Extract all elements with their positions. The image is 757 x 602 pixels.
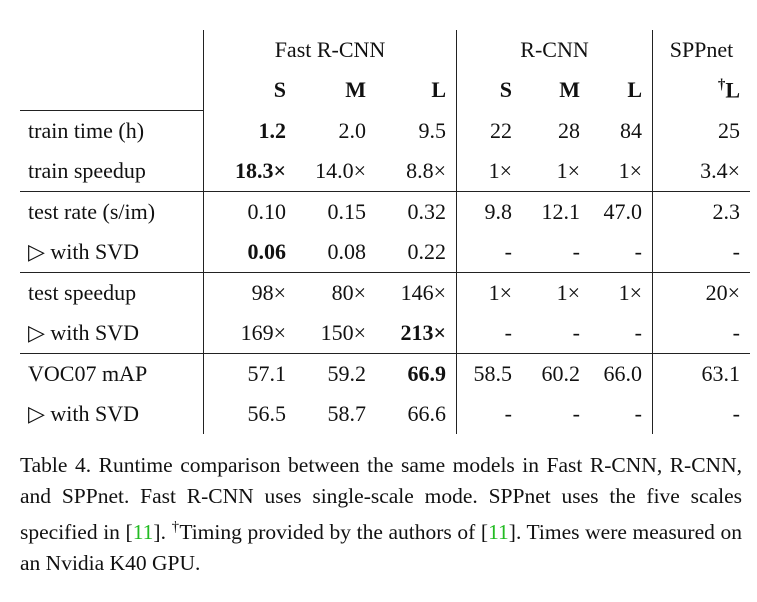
cell: 66.6 (376, 394, 457, 434)
citation[interactable]: 11 (488, 520, 509, 545)
cell: 25 (718, 117, 740, 143)
row-label: test speedup (20, 272, 204, 313)
table-row: train time (h) 1.2 2.0 9.5 22 28 84 25 (20, 110, 750, 151)
table-body: train time (h) 1.2 2.0 9.5 22 28 84 25 train spe… (20, 110, 750, 434)
cell: - (652, 313, 750, 354)
row-label: ▷ with SVD (20, 313, 204, 354)
cell: 1× (456, 151, 522, 192)
row-label: ▷ with SVD (20, 394, 204, 434)
cell: 169× (203, 313, 296, 354)
table-row: test rate (s/im) 0.10 0.15 0.32 9.8 12.1 47.0 2… (20, 191, 750, 232)
cell: 98× (251, 280, 286, 305)
cell: - (522, 313, 590, 354)
cell: 1× (590, 272, 653, 313)
subheader-label: L (725, 77, 740, 103)
runtime-table: Fast R-CNN R-CNN SPPnet S M L S M L †L t… (20, 30, 750, 434)
cell: 1× (522, 151, 590, 192)
cell: 57.1 (247, 361, 287, 386)
empty-corner (20, 30, 204, 70)
cell: 1× (590, 151, 653, 192)
cell: 0.10 (247, 199, 287, 224)
cell: 150× (296, 313, 376, 354)
cell: 213× (376, 313, 457, 354)
cell: - (590, 232, 653, 273)
table-row: test speedup 98× 80× 146× 1× 1× 1× 20× (20, 272, 750, 313)
subheader: M (559, 77, 580, 103)
cell: 3.4× (652, 151, 750, 192)
cell: - (732, 401, 740, 426)
cell: - (456, 232, 522, 273)
cell: 1× (488, 280, 512, 305)
cell: 80× (331, 280, 366, 305)
row-label: test rate (s/im) (20, 191, 204, 232)
cell: 0.32 (376, 191, 457, 232)
table-row: train speedup 18.3× 14.0× 8.8× 1× 1× 1× 3.4× (20, 151, 750, 192)
empty-corner (20, 70, 204, 111)
cell: 22 (490, 117, 512, 143)
cell: 18.3× (203, 151, 296, 192)
dagger: † (171, 519, 180, 535)
cell: 59.2 (327, 361, 367, 386)
cell: 1× (556, 280, 580, 305)
cell: 58.7 (327, 401, 367, 426)
cell: - (590, 313, 653, 354)
row-label: VOC07 mAP (20, 353, 204, 394)
caption-text: Table 4. Runtime comparison between the … (20, 453, 742, 545)
table-row: ▷ with SVD 169× 150× 213× - - - - (20, 313, 750, 354)
cell: 56.5 (247, 401, 287, 426)
cell: 58.5 (473, 361, 513, 386)
table-row: ▷ with SVD 0.06 0.08 0.22- - - - (20, 232, 750, 273)
cell: - (652, 232, 750, 273)
cell: - (572, 401, 580, 426)
cell: 0.06 (203, 232, 296, 273)
caption-text: Timing provided by the authors of [ (179, 520, 489, 545)
subheader: L (376, 70, 457, 111)
cell: 12.1 (541, 199, 581, 224)
cell: - (456, 313, 522, 354)
cell: 9.5 (376, 110, 457, 151)
group-header: SPPnet (669, 37, 734, 62)
cell: 0.22 (376, 232, 457, 273)
group-header: R-CNN (456, 30, 653, 70)
row-label: train speedup (20, 151, 204, 192)
caption-text: ]. Times were measured on an Nvidia K40 … (20, 520, 742, 576)
cell: 9.8 (484, 199, 513, 224)
caption: Table 4. Runtime comparison between the … (20, 450, 742, 579)
row-label: ▷ with SVD (20, 232, 204, 273)
dagger: † (717, 77, 726, 94)
group-header: Fast R-CNN (203, 30, 457, 70)
cell: 20× (705, 280, 740, 305)
subheader: S (499, 77, 512, 103)
cell: 60.2 (541, 361, 581, 386)
cell: 2.0 (338, 117, 367, 143)
cell: 2.3 (712, 199, 741, 224)
caption-text: ]. (153, 520, 172, 545)
cell: 63.1 (701, 361, 741, 386)
cell: 146× (376, 272, 457, 313)
cell: 28 (558, 117, 580, 143)
row-label: train time (h) (20, 110, 204, 151)
subheader: †L (653, 70, 751, 111)
cell: 14.0× (296, 151, 376, 192)
cell: 84 (590, 110, 653, 151)
subheader: S (273, 77, 286, 103)
cell: - (590, 394, 653, 434)
cell: 0.08 (296, 232, 376, 273)
cell: 47.0 (590, 191, 653, 232)
cell: 0.15 (327, 199, 367, 224)
cell: - (504, 401, 512, 426)
table-row: VOC07 mAP 57.1 59.2 66.9 58.5 60.2 66.0 63.1 (20, 353, 750, 394)
cell: - (522, 232, 590, 273)
cell: 66.0 (590, 353, 653, 394)
subheader: L (590, 70, 653, 111)
citation[interactable]: 11 (132, 520, 154, 545)
subheader: M (345, 77, 366, 103)
cell: 66.9 (376, 353, 457, 394)
cell: 1.2 (258, 117, 287, 143)
table-row: ▷ with SVD 56.5 58.7 66.6- - - - (20, 394, 750, 434)
cell: 8.8× (376, 151, 457, 192)
